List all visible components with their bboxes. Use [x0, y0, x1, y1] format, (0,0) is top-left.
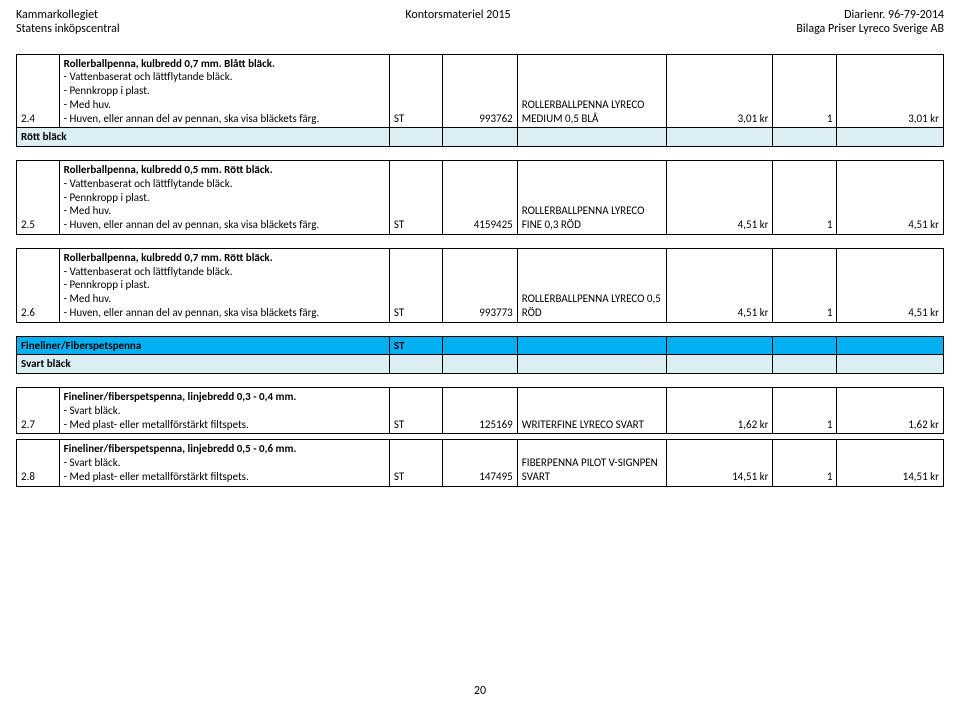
row-prod: ROLLERBALLPENNA LYRECO FINE 0,3 RÖD — [517, 161, 666, 235]
row-qty: 1 — [773, 440, 837, 486]
desc-line: - Svart bläck. — [64, 404, 121, 417]
desc-line: - Huven, eller annan del av pennan, ska … — [64, 218, 320, 231]
table-row: 2.7 Fineliner/fiberspetspenna, linjebred… — [17, 388, 944, 434]
row-index: 2.6 — [17, 248, 60, 322]
desc-line: - Pennkropp i plast. — [64, 84, 150, 97]
section-label: Fineliner/Fiberspetspenna — [17, 336, 390, 355]
row-unit: ST — [389, 54, 442, 128]
desc-line: - Huven, eller annan del av pennan, ska … — [64, 112, 320, 125]
table-row: 2.6 Rollerballpenna, kulbredd 0,7 mm. Rö… — [17, 248, 944, 322]
row-art: 993762 — [443, 54, 518, 128]
row-unit: ST — [389, 440, 442, 486]
header-bilaga: Bilaga Priser Lyreco Sverige AB — [796, 22, 944, 36]
subheader-label: Rött bläck — [17, 128, 390, 147]
section-unit: ST — [389, 336, 442, 355]
row-price2: 4,51 kr — [837, 248, 944, 322]
desc-line: - Med huv. — [64, 98, 111, 111]
row-qty: 1 — [773, 161, 837, 235]
row-desc: Rollerballpenna, kulbredd 0,7 mm. Rött b… — [59, 248, 389, 322]
row-unit: ST — [389, 388, 442, 434]
desc-line: - Pennkropp i plast. — [64, 278, 150, 291]
row-desc: Fineliner/fiberspetspenna, linjebredd 0,… — [59, 440, 389, 486]
row-price1: 4,51 kr — [666, 248, 773, 322]
page-number: 20 — [0, 684, 960, 698]
row-prod: ROLLERBALLPENNA LYRECO MEDIUM 0,5 BLÅ — [517, 54, 666, 128]
row-unit: ST — [389, 161, 442, 235]
desc-line: - Vattenbaserat och lättflytande bläck. — [64, 70, 233, 83]
row-desc: Fineliner/fiberspetspenna, linjebredd 0,… — [59, 388, 389, 434]
desc-line: - Pennkropp i plast. — [64, 191, 150, 204]
row-qty: 1 — [773, 248, 837, 322]
page-header: Kammarkollegiet Statens inköpscentral Ko… — [16, 8, 944, 36]
header-title: Kontorsmateriel 2015 — [405, 8, 510, 22]
row-prod: WRITERFINE LYRECO SVART — [517, 388, 666, 434]
header-suborg: Statens inköpscentral — [16, 22, 120, 36]
desc-line: - Vattenbaserat och lättflytande bläck. — [64, 177, 233, 190]
row-price1: 3,01 kr — [666, 54, 773, 128]
row-price2: 4,51 kr — [837, 161, 944, 235]
price-table: 2.4 Rollerballpenna, kulbredd 0,7 mm. Bl… — [16, 40, 944, 487]
row-unit: ST — [389, 248, 442, 322]
row-index: 2.4 — [17, 54, 60, 128]
desc-title: Rollerballpenna, kulbredd 0,5 mm. Rött b… — [64, 163, 273, 176]
row-index: 2.5 — [17, 161, 60, 235]
desc-line: - Svart bläck. — [64, 456, 121, 469]
desc-title: Fineliner/fiberspetspenna, linjebredd 0,… — [64, 390, 297, 403]
row-price1: 1,62 kr — [666, 388, 773, 434]
desc-title: Rollerballpenna, kulbredd 0,7 mm. Rött b… — [64, 251, 273, 264]
desc-line: - Vattenbaserat och lättflytande bläck. — [64, 265, 233, 278]
row-qty: 1 — [773, 54, 837, 128]
desc-line: - Med huv. — [64, 292, 111, 305]
row-prod: FIBERPENNA PILOT V-SIGNPEN SVART — [517, 440, 666, 486]
row-art: 993773 — [443, 248, 518, 322]
row-price2: 3,01 kr — [837, 54, 944, 128]
table-row: 2.5 Rollerballpenna, kulbredd 0,5 mm. Rö… — [17, 161, 944, 235]
row-index: 2.7 — [17, 388, 60, 434]
section-header-fineliner: Fineliner/Fiberspetspenna ST — [17, 336, 944, 355]
row-desc: Rollerballpenna, kulbredd 0,5 mm. Rött b… — [59, 161, 389, 235]
row-art: 4159425 — [443, 161, 518, 235]
row-price1: 4,51 kr — [666, 161, 773, 235]
desc-title: Rollerballpenna, kulbredd 0,7 mm. Blått … — [64, 57, 275, 70]
subheader-svart-black: Svart bläck — [17, 355, 944, 374]
subheader-rott-black: Rött bläck — [17, 128, 944, 147]
row-art: 147495 — [443, 440, 518, 486]
desc-line: - Med huv. — [64, 204, 111, 217]
row-index: 2.8 — [17, 440, 60, 486]
row-price1: 14,51 kr — [666, 440, 773, 486]
subheader-label: Svart bläck — [17, 355, 390, 374]
desc-line: - Med plast- eller metallförstärkt filts… — [64, 470, 249, 483]
table-row: 2.4 Rollerballpenna, kulbredd 0,7 mm. Bl… — [17, 54, 944, 128]
desc-title: Fineliner/fiberspetspenna, linjebredd 0,… — [64, 442, 297, 455]
table-row: 2.8 Fineliner/fiberspetspenna, linjebred… — [17, 440, 944, 486]
row-prod: ROLLERBALLPENNA LYRECO 0,5 RÖD — [517, 248, 666, 322]
row-qty: 1 — [773, 388, 837, 434]
row-desc: Rollerballpenna, kulbredd 0,7 mm. Blått … — [59, 54, 389, 128]
header-org: Kammarkollegiet — [16, 8, 120, 22]
desc-line: - Huven, eller annan del av pennan, ska … — [64, 306, 320, 319]
desc-line: - Med plast- eller metallförstärkt filts… — [64, 418, 249, 431]
row-art: 125169 — [443, 388, 518, 434]
row-price2: 1,62 kr — [837, 388, 944, 434]
row-price2: 14,51 kr — [837, 440, 944, 486]
header-diarienr: Diarienr. 96-79-2014 — [796, 8, 944, 22]
